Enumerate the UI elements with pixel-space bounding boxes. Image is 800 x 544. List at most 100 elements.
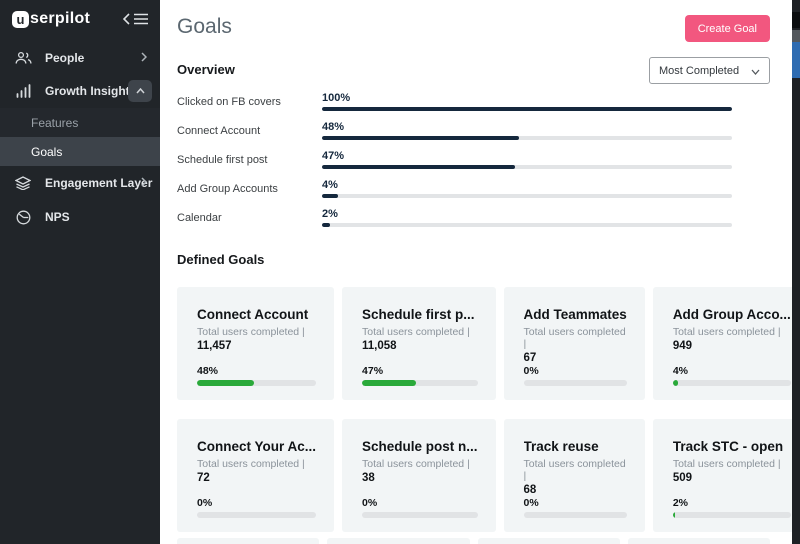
goal-card-total: 11,457 — [197, 340, 232, 352]
goal-label: Calendar — [177, 211, 222, 224]
layers-icon — [14, 176, 32, 190]
goal-card-title: Connect Your Ac... — [197, 439, 317, 454]
goal-card-percent: 2% — [672, 497, 688, 509]
sidebar-nav: People Growth Insights Features — [0, 42, 160, 234]
goal-card-title: Connect Account — [197, 307, 309, 322]
bar-fill — [322, 164, 515, 169]
sidebar-item-label: Features — [31, 115, 79, 130]
progress-track — [197, 380, 317, 386]
goal-card-total: 38 — [362, 472, 375, 484]
progress-fill — [672, 380, 678, 386]
overview-bar-row: Connect Account 48% — [177, 116, 770, 145]
main-content: Goals Create Goal Overview Most Complete… — [160, 0, 800, 544]
goal-percent: 2% — [322, 208, 338, 221]
goal-percent: 4% — [322, 179, 338, 192]
sidebar-item-label: Growth Insights — [45, 84, 137, 98]
goal-card-total: 68 — [523, 484, 537, 496]
sidebar-item-growth-insights[interactable]: Growth Insights — [0, 74, 160, 108]
goal-card[interactable]: Connect Account Total users completed | … — [177, 287, 335, 400]
overview-bar-row: Add Group Accounts 4% — [177, 174, 770, 203]
sidebar-item-label: Engagement Layer — [45, 176, 153, 190]
sort-dropdown[interactable]: Most Completed — [649, 57, 770, 84]
goal-card-caption: Total users completed | — [523, 326, 626, 350]
goal-card[interactable]: Connect Your Ac... Total users completed… — [177, 419, 335, 532]
progress-track — [362, 380, 478, 386]
sidebar-item-nps[interactable]: NPS — [0, 200, 160, 234]
chevron-right-icon — [141, 176, 148, 190]
sidebar-item-label: NPS — [45, 210, 70, 224]
bar-track — [322, 164, 732, 169]
goal-card-title: Add Group Acco... — [672, 307, 791, 322]
goal-card[interactable]: Track reuse Total users completed | 68 0… — [503, 419, 645, 532]
sidebar-item-label: Goals — [31, 144, 63, 159]
goal-percent: 48% — [322, 121, 345, 134]
progress-fill — [672, 512, 676, 518]
sidebar-item-features[interactable]: Features — [0, 108, 160, 137]
goal-card-title: Schedule first p... — [362, 307, 475, 322]
progress-fill — [197, 380, 255, 386]
bar-fill — [322, 135, 519, 140]
goal-card[interactable] — [177, 538, 320, 544]
chevron-right-icon — [141, 51, 148, 65]
overview-heading: Overview — [177, 62, 235, 77]
goal-card-percent: 0% — [197, 497, 213, 509]
goal-card-caption: Total users completed | — [523, 458, 626, 482]
goal-card-total: 67 — [523, 352, 537, 364]
bar-fill — [322, 106, 732, 111]
page-title: Goals — [177, 15, 232, 38]
bar-track — [322, 106, 732, 111]
bar-chart-icon — [14, 84, 32, 98]
scrollbar-thumb[interactable] — [792, 42, 800, 78]
goal-label: Schedule first post — [177, 153, 268, 166]
goal-card[interactable] — [477, 538, 620, 544]
goal-card[interactable] — [327, 538, 470, 544]
next-row-cards-clipped — [177, 538, 770, 544]
defined-goals-heading: Defined Goals — [177, 252, 265, 267]
page-header: Goals Create Goal — [177, 0, 770, 45]
goal-card[interactable]: Schedule post n... Total users completed… — [342, 419, 496, 532]
goal-label: Connect Account — [177, 124, 261, 137]
goal-card[interactable]: Add Group Acco... Total users completed … — [652, 287, 800, 400]
bar-fill — [322, 222, 331, 227]
sidebar-collapse-icon[interactable] — [123, 13, 148, 25]
goal-card-title: Add Teammates — [523, 307, 627, 322]
bar-track — [322, 222, 732, 227]
goal-card[interactable]: Add Teammates Total users completed | 67… — [503, 287, 645, 400]
logo-text: serpilot — [30, 10, 91, 27]
goal-card-title: Track STC - open — [672, 439, 784, 454]
goal-card-caption: Total users completed | — [197, 458, 305, 470]
goal-card-percent: 0% — [523, 497, 539, 509]
goal-card-title: Schedule post n... — [362, 439, 478, 454]
goal-card-caption: Total users completed | — [672, 458, 781, 470]
sidebar-item-goals[interactable]: Goals — [0, 137, 160, 166]
logo: u serpilot — [0, 0, 160, 38]
goal-card-percent: 0% — [362, 497, 378, 509]
goal-card-caption: Total users completed | — [362, 326, 470, 338]
goal-percent: 47% — [322, 150, 345, 163]
goal-card-percent: 48% — [197, 365, 219, 377]
goal-card-title: Track reuse — [523, 439, 599, 454]
create-goal-button[interactable]: Create Goal — [684, 15, 770, 42]
sidebar-item-people[interactable]: People — [0, 42, 160, 74]
defined-goals-grid: Connect Account Total users completed | … — [177, 287, 800, 532]
sidebar-item-label: People — [45, 51, 85, 65]
progress-track — [672, 380, 791, 386]
goal-card-percent: 47% — [362, 365, 384, 377]
goal-percent: 100% — [322, 92, 351, 105]
bar-fill — [322, 193, 339, 198]
scrollbar[interactable] — [792, 0, 800, 544]
goal-card-total: 11,058 — [362, 340, 397, 352]
sidebar-item-engagement-layer[interactable]: Engagement Layer — [0, 166, 160, 200]
goal-label: Add Group Accounts — [177, 182, 278, 195]
sidebar: u serpilot People — [0, 0, 160, 544]
goal-card[interactable]: Track STC - open Total users completed |… — [652, 419, 800, 532]
goal-label: Clicked on FB covers — [177, 95, 281, 108]
goal-card[interactable]: Schedule first p... Total users complete… — [342, 287, 496, 400]
people-icon — [14, 51, 32, 65]
progress-track — [362, 512, 478, 518]
bar-track — [322, 135, 732, 140]
chevron-up-button[interactable] — [128, 80, 152, 102]
goal-card[interactable] — [627, 538, 770, 544]
goal-card-caption: Total users completed | — [672, 326, 781, 338]
